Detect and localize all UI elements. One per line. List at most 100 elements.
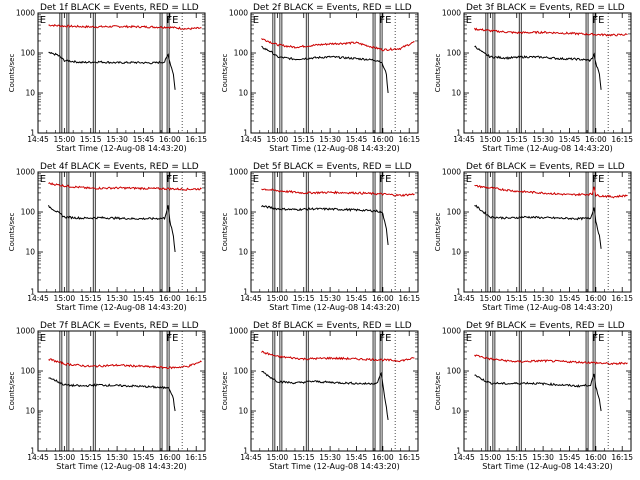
x-tick-label: 16:00 — [159, 294, 181, 303]
x-axis-label: Start Time (12-Aug-08 14:43:20) — [269, 462, 400, 471]
x-tick-label: 15:00 — [54, 135, 76, 144]
y-tick-label: 100 — [234, 367, 249, 376]
panel-3: Det 3f BLACK = Events, RED = LLD 1 10 100 10… — [434, 3, 633, 153]
flag-letter: E — [253, 174, 259, 185]
x-tick-label: 14:45 — [240, 453, 262, 462]
x-tick-label: 16:00 — [372, 453, 394, 462]
x-tick-label: 15:45 — [133, 453, 155, 462]
y-tick-label: 1 — [243, 447, 248, 456]
x-tick-label: 16:15 — [611, 453, 633, 462]
x-tick-label: 15:15 — [293, 135, 315, 144]
x-tick-label: 15:00 — [267, 294, 289, 303]
x-tick-label: 15:30 — [532, 294, 554, 303]
plot-frame — [37, 12, 206, 134]
x-tick-label: 16:15 — [185, 453, 207, 462]
y-tick-label: 1000 — [442, 9, 461, 18]
flag-letter: FE — [166, 174, 178, 185]
y-axis-label: Counts/sec — [8, 213, 16, 252]
panel-title: Det 3f BLACK = Events, RED = LLD — [466, 3, 625, 13]
panel-title: Det 2f BLACK = Events, RED = LLD — [253, 3, 412, 13]
lld-series-line — [474, 184, 628, 199]
x-tick-label: 15:30 — [106, 294, 128, 303]
y-tick-label: 10 — [25, 248, 35, 257]
y-tick-label: 1000 — [16, 168, 35, 177]
x-tick-label: 15:00 — [54, 453, 76, 462]
y-tick-label: 10 — [238, 407, 248, 416]
flag-letter: E — [466, 174, 472, 185]
flag-letter: E — [40, 15, 46, 26]
x-tick-label: 15:45 — [133, 135, 155, 144]
panel-4: Det 4f BLACK = Events, RED = LLD 1 10 100 10… — [8, 162, 207, 312]
lld-series-line — [261, 350, 415, 363]
y-tick-label: 1 — [30, 288, 35, 297]
x-tick-label: 15:30 — [106, 135, 128, 144]
flag-letter: FE — [592, 174, 604, 185]
x-tick-label: 15:30 — [532, 135, 554, 144]
y-tick-label: 1000 — [442, 327, 461, 336]
panel-7: Det 7f BLACK = Events, RED = LLD 1 10 100 10… — [8, 321, 207, 471]
y-tick-label: 1 — [456, 288, 461, 297]
y-tick-label: 1000 — [229, 327, 248, 336]
y-tick-label: 10 — [238, 248, 248, 257]
x-tick-label: 15:15 — [80, 135, 102, 144]
x-tick-label: 16:00 — [585, 453, 607, 462]
x-tick-label: 16:15 — [398, 453, 420, 462]
y-tick-label: 10 — [25, 407, 35, 416]
panel-title: Det 6f BLACK = Events, RED = LLD — [466, 162, 625, 172]
y-tick-label: 100 — [447, 49, 462, 58]
flag-letter: FE — [592, 15, 604, 26]
plot-frame — [463, 12, 632, 134]
x-tick-label: 15:00 — [267, 453, 289, 462]
y-tick-label: 100 — [21, 208, 36, 217]
x-tick-label: 15:30 — [319, 453, 341, 462]
x-tick-label: 14:45 — [27, 453, 49, 462]
x-tick-label: 15:15 — [506, 135, 528, 144]
x-tick-label: 15:45 — [346, 453, 368, 462]
x-tick-label: 14:45 — [27, 135, 49, 144]
y-axis-label: Counts/sec — [8, 372, 16, 411]
lld-series-line — [261, 38, 415, 52]
plot-frame — [250, 12, 419, 134]
panel-6: Det 6f BLACK = Events, RED = LLD 1 10 100 10… — [434, 162, 633, 312]
y-tick-label: 1 — [456, 129, 461, 138]
plot-frame — [463, 330, 632, 452]
x-tick-label: 14:45 — [240, 135, 262, 144]
x-tick-label: 15:00 — [267, 135, 289, 144]
x-axis-label: Start Time (12-Aug-08 14:43:20) — [269, 303, 400, 312]
flag-letter: FE — [379, 15, 391, 26]
y-axis-label: Counts/sec — [434, 213, 442, 252]
x-tick-label: 14:45 — [453, 135, 475, 144]
x-tick-label: 15:30 — [319, 294, 341, 303]
panel-title: Det 4f BLACK = Events, RED = LLD — [40, 162, 199, 172]
x-tick-label: 15:45 — [559, 294, 581, 303]
y-axis-label: Counts/sec — [221, 213, 229, 252]
x-tick-label: 15:15 — [293, 294, 315, 303]
x-axis-label: Start Time (12-Aug-08 14:43:20) — [56, 303, 187, 312]
x-tick-label: 15:45 — [559, 453, 581, 462]
plot-frame — [37, 330, 206, 452]
x-tick-label: 16:00 — [159, 453, 181, 462]
y-tick-label: 100 — [234, 49, 249, 58]
y-tick-label: 100 — [21, 49, 36, 58]
flag-letter: FE — [379, 174, 391, 185]
y-tick-label: 10 — [451, 89, 461, 98]
x-tick-label: 16:15 — [398, 135, 420, 144]
panel-title: Det 7f BLACK = Events, RED = LLD — [40, 321, 199, 331]
x-axis-label: Start Time (12-Aug-08 14:43:20) — [56, 462, 187, 471]
lld-series-line — [261, 188, 415, 197]
panel-title: Det 1f BLACK = Events, RED = LLD — [40, 3, 199, 13]
plot-frame — [250, 171, 419, 293]
panel-5: Det 5f BLACK = Events, RED = LLD 1 10 100 10… — [221, 162, 420, 312]
events-series-line — [48, 205, 176, 253]
x-tick-label: 15:30 — [319, 135, 341, 144]
flag-letter: FE — [166, 333, 178, 344]
x-tick-label: 15:45 — [559, 135, 581, 144]
x-tick-label: 16:00 — [585, 135, 607, 144]
y-axis-label: Counts/sec — [221, 372, 229, 411]
y-tick-label: 1000 — [229, 168, 248, 177]
x-axis-label: Start Time (12-Aug-08 14:43:20) — [482, 303, 613, 312]
x-tick-label: 15:15 — [80, 453, 102, 462]
panel-8: Det 8f BLACK = Events, RED = LLD 1 10 100 10… — [221, 321, 420, 471]
events-series-line — [474, 204, 602, 249]
y-tick-label: 1000 — [16, 327, 35, 336]
